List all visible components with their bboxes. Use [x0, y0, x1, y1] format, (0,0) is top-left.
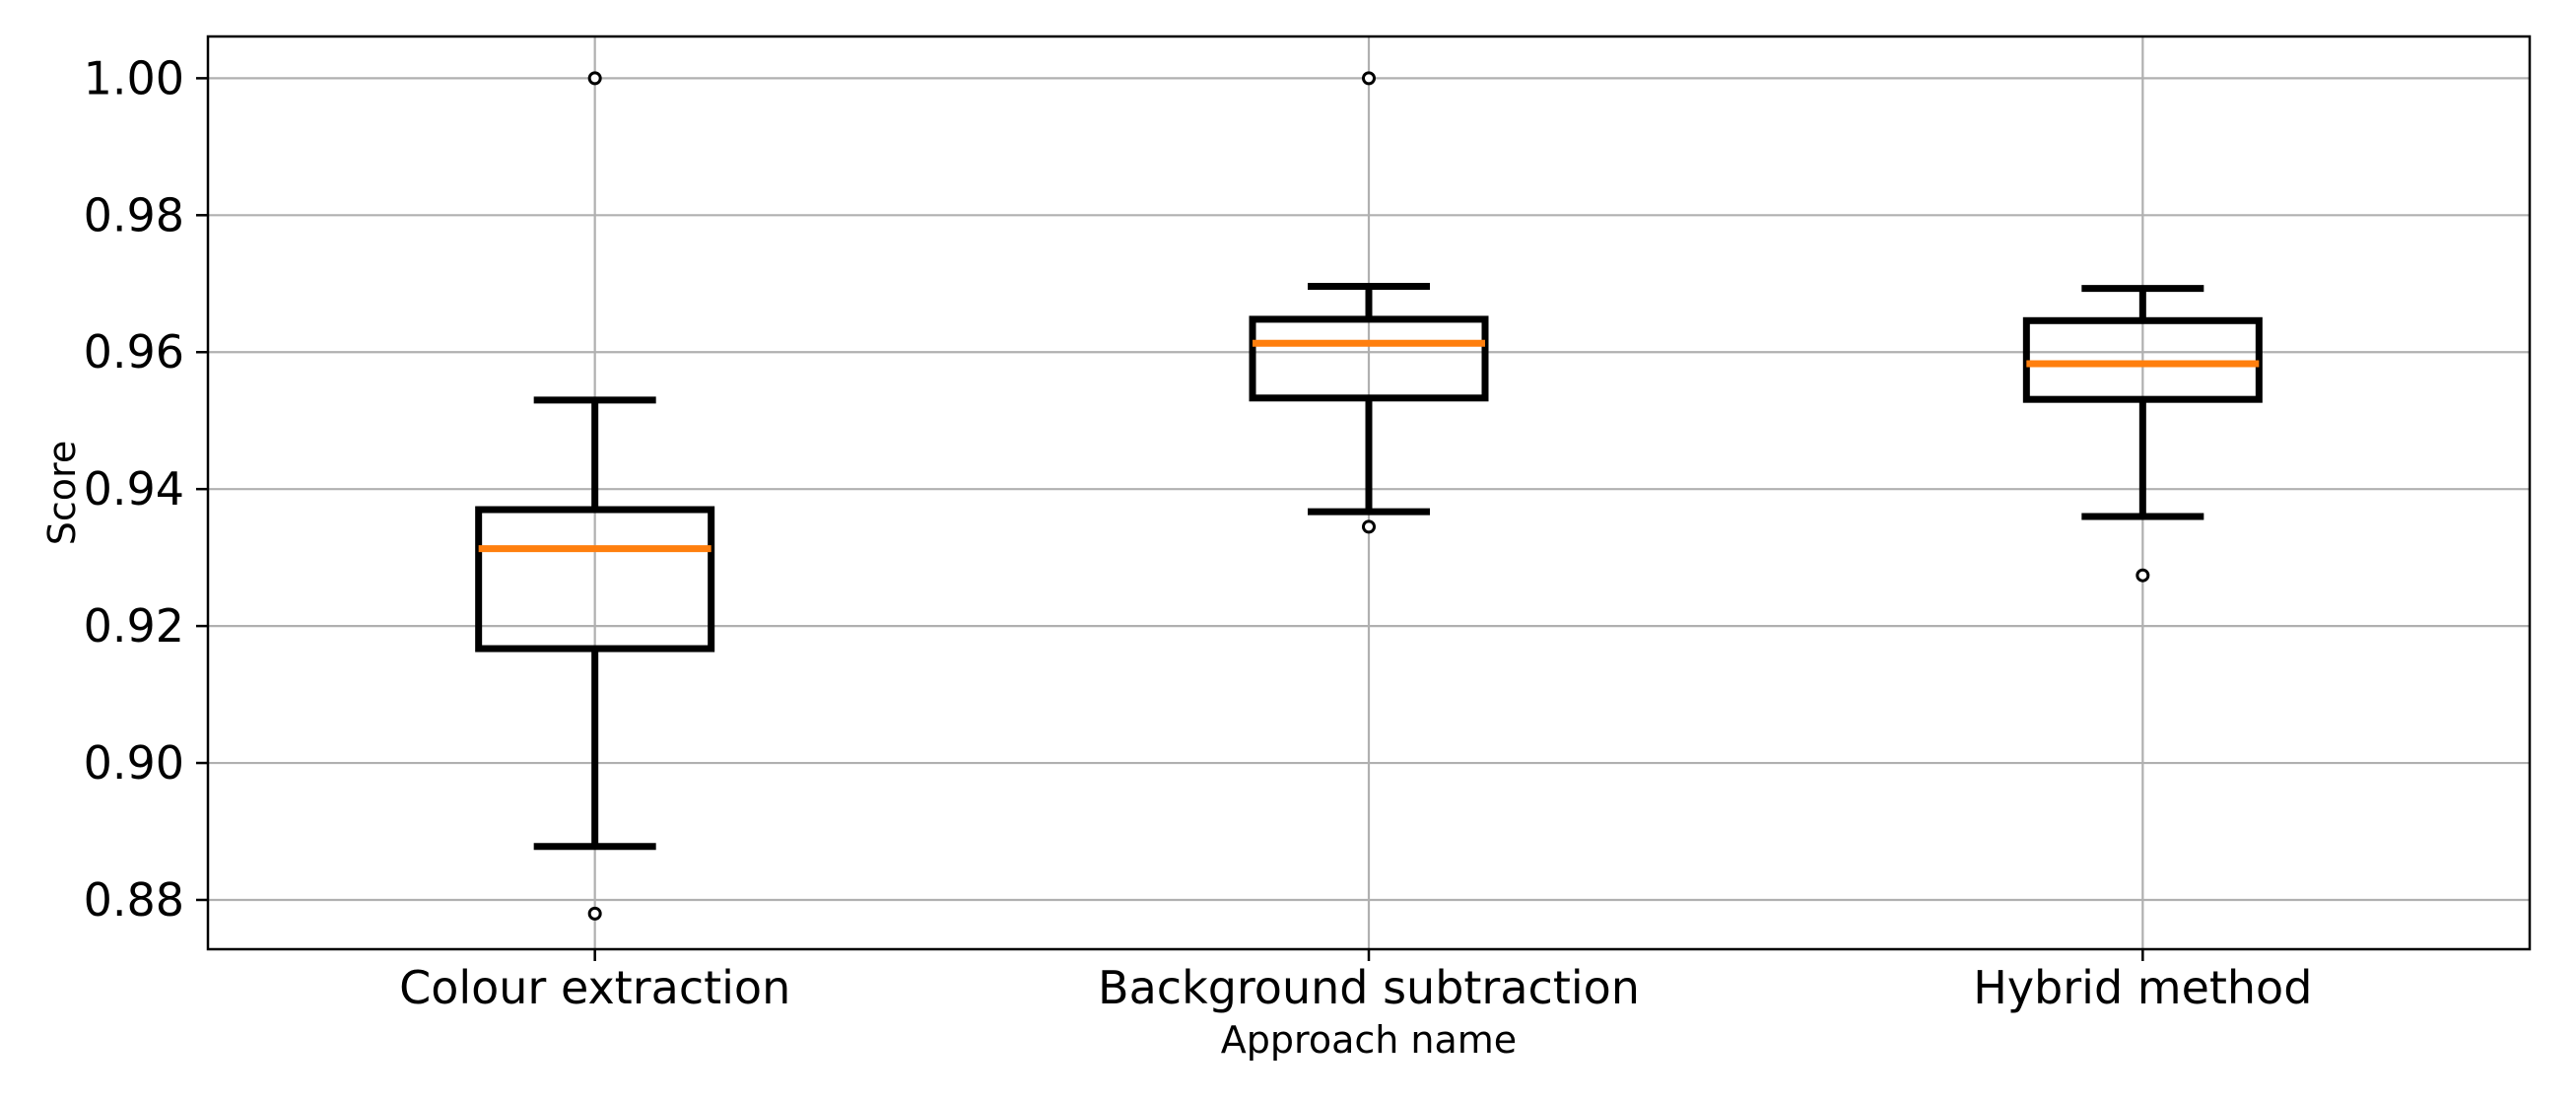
x-tick-label: Colour extraction: [399, 961, 790, 1014]
y-tick-label: 0.88: [84, 873, 184, 927]
outlier-point: [2135, 568, 2150, 583]
y-tick-label: 0.90: [84, 736, 184, 790]
box-iqr: [2022, 316, 2263, 403]
y-tick-label: 0.94: [84, 462, 184, 516]
x-axis-label: Approach name: [1220, 1018, 1518, 1062]
outlier-point: [1362, 71, 1376, 86]
y-tick-label: 1.00: [84, 51, 184, 104]
box-iqr: [1249, 315, 1489, 402]
box-iqr: [475, 506, 715, 653]
outlier-point: [587, 906, 602, 921]
x-tick-label: Hybrid method: [1973, 961, 2312, 1014]
x-tick-label: Background subtraction: [1098, 961, 1640, 1014]
y-axis-label: Score: [40, 440, 84, 546]
y-tick-label: 0.96: [84, 325, 184, 379]
y-tick-label: 0.98: [84, 188, 184, 241]
outlier-point: [587, 71, 602, 86]
y-tick-label: 0.92: [84, 599, 184, 653]
outlier-point: [1362, 519, 1376, 534]
